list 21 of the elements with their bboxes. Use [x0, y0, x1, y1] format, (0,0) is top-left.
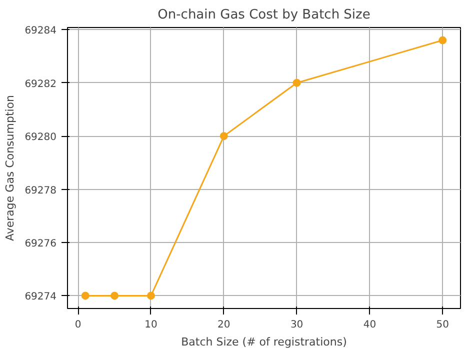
point [110, 292, 119, 300]
x-tick-label: 40 [363, 320, 376, 330]
point [81, 292, 90, 300]
x-tick-label: 30 [290, 320, 304, 330]
point [220, 132, 228, 140]
y-axis-title: Average Gas Consumption [4, 94, 17, 242]
chart-title: On-chain Gas Cost by Batch Size [158, 8, 370, 22]
point [292, 78, 301, 87]
point [146, 292, 155, 300]
y-tick-label: 69282 [24, 78, 56, 90]
x-tick-label: 0 [74, 320, 82, 330]
y-tick-label: 69276 [24, 238, 56, 250]
x-axis-title: Batch Size (# of registrations) [181, 336, 347, 348]
y-tick-label: 69274 [24, 292, 56, 303]
point [438, 36, 447, 44]
y-tick-label: 69280 [24, 132, 56, 144]
x-tick-label: 10 [144, 320, 158, 330]
x-tick-label: 50 [436, 320, 450, 330]
y-tick-label: 69278 [24, 185, 56, 196]
y-tick-label: 69284 [24, 26, 56, 37]
x-tick-label: 20 [218, 320, 230, 330]
